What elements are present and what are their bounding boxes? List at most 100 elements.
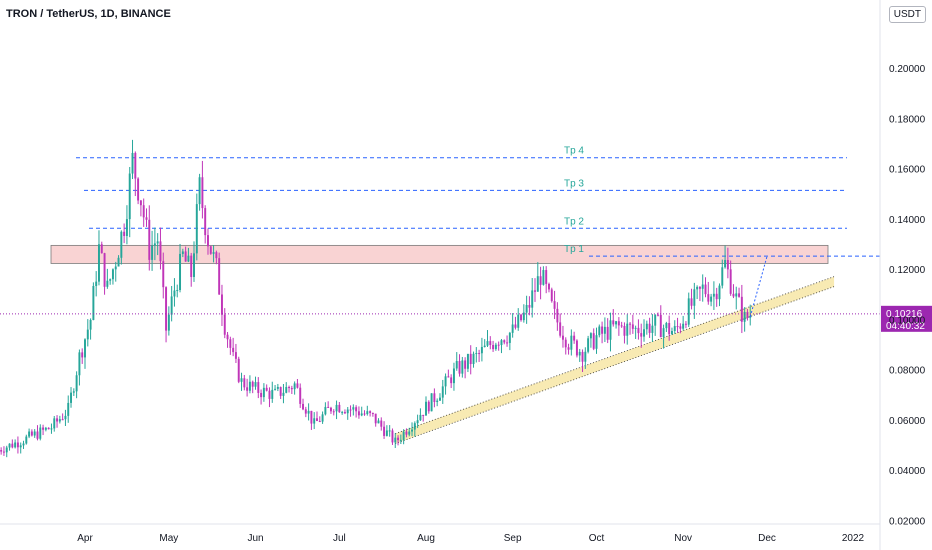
x-tick-label: May	[159, 533, 178, 544]
candle-body	[603, 326, 606, 334]
candle-body	[531, 290, 534, 308]
candle-body	[332, 411, 335, 413]
candle-body	[128, 173, 131, 220]
candle-body	[100, 244, 103, 254]
candle-body	[721, 267, 724, 286]
candle-body	[193, 253, 195, 277]
candle-body	[486, 341, 489, 346]
candle-body	[377, 420, 380, 424]
candle-body	[310, 410, 313, 424]
candle-body	[363, 413, 366, 415]
candle-body	[139, 200, 142, 206]
candle-body	[316, 418, 318, 421]
candle-body	[408, 431, 411, 435]
candle-body	[536, 276, 539, 292]
candle-body	[179, 253, 182, 291]
candle-body	[497, 344, 500, 346]
candle-body	[86, 329, 89, 340]
candle-body	[260, 392, 263, 398]
candle-body	[657, 314, 659, 316]
candle-body	[170, 296, 173, 315]
candle-body	[137, 178, 140, 201]
candle-body	[458, 361, 461, 374]
candle-body	[427, 401, 430, 412]
candle-body	[592, 333, 595, 349]
candle-body	[715, 293, 718, 300]
candle-body	[366, 411, 369, 415]
candle-body	[248, 381, 251, 391]
candle-body	[89, 319, 92, 330]
candle-body	[659, 314, 662, 338]
candle-body	[95, 281, 98, 287]
chart-title: TRON / TetherUS, 1D, BINANCE	[6, 8, 171, 20]
candle-body	[718, 285, 721, 300]
candle-body	[153, 243, 156, 246]
candle-body	[388, 430, 391, 432]
candle-body	[173, 290, 176, 297]
candle-body	[78, 352, 81, 376]
candle-body	[53, 418, 56, 429]
candle-body	[237, 358, 240, 382]
candle-body	[573, 335, 576, 341]
candle-body	[620, 325, 623, 327]
candle-body	[670, 330, 673, 335]
candle-body	[466, 353, 469, 369]
candle-body	[464, 360, 467, 369]
candle-body	[545, 270, 548, 284]
candle-body	[383, 426, 386, 436]
candle-body	[475, 353, 478, 355]
candle-body	[553, 301, 556, 309]
channel-band	[395, 276, 835, 444]
y-tick-label: 0.04000	[889, 466, 926, 477]
candle-body	[274, 388, 277, 390]
candle-body	[184, 251, 187, 262]
candle-body	[581, 351, 584, 362]
candle-body	[749, 315, 752, 318]
candle-body	[254, 382, 257, 387]
price-axis: 0.20000 0.18000 0.16000 0.14000 0.12000 0.100…	[879, 0, 926, 550]
candle-body	[508, 332, 511, 343]
candle-body	[369, 411, 372, 413]
candle-body	[307, 410, 310, 414]
candle-body	[637, 327, 640, 334]
candle-body	[500, 340, 503, 346]
target-lines: Tp 1 Tp 2 Tp 3 Tp 4	[76, 146, 880, 257]
candle-body	[514, 324, 517, 328]
candle-body	[343, 412, 346, 414]
candle-body	[480, 346, 483, 354]
candle-body	[654, 314, 657, 326]
candle-body	[296, 383, 299, 388]
candle-body	[187, 255, 190, 262]
candle-body	[724, 260, 727, 268]
candle-body	[740, 296, 743, 322]
candle-body	[30, 431, 33, 436]
candle-body	[676, 326, 679, 328]
candle-body	[271, 389, 274, 399]
trend-channel	[395, 276, 835, 444]
candle-body	[696, 286, 699, 290]
candle-body	[251, 381, 254, 387]
candle-body	[539, 276, 542, 285]
candle-body	[609, 320, 612, 340]
candle-body	[195, 204, 198, 254]
candle-body	[293, 383, 296, 390]
candle-body	[528, 304, 531, 308]
candle-body	[313, 418, 316, 424]
candle-body	[0, 450, 3, 452]
currency-button[interactable]: USDT	[888, 6, 926, 23]
candle-body	[430, 393, 433, 412]
price-tag	[881, 305, 932, 332]
candle-body	[215, 252, 218, 259]
candle-body	[640, 333, 643, 337]
candle-body	[204, 208, 207, 236]
candle-body	[494, 344, 497, 350]
candle-body	[472, 353, 475, 365]
candle-body	[198, 177, 201, 205]
x-tick-label: Jul	[333, 533, 346, 544]
candle-body	[329, 407, 332, 412]
candle-body	[335, 404, 338, 412]
candle-body	[355, 407, 358, 412]
candle-body	[506, 342, 509, 344]
